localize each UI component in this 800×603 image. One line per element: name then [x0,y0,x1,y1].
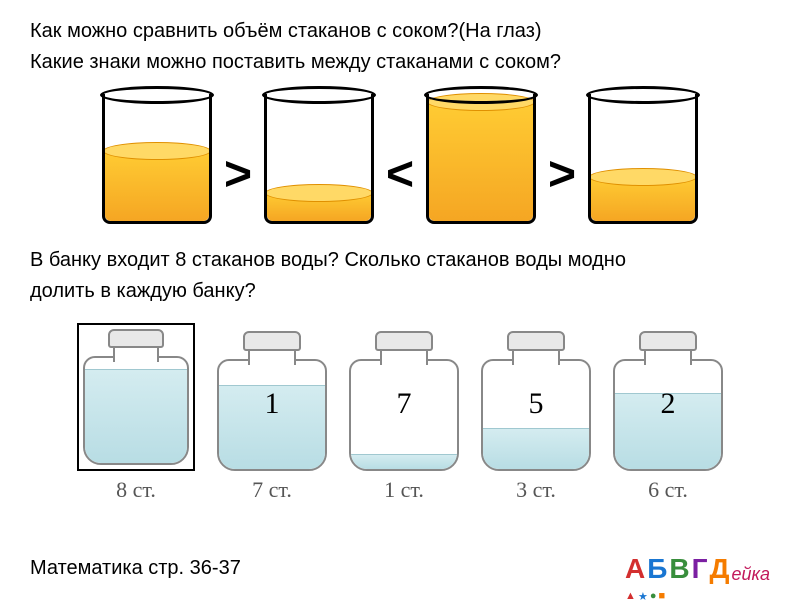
jar-label-4: 3 ст. [481,477,591,503]
question-3-line1: В банку входит 8 стаканов воды? Сколько … [30,249,770,272]
jar-wrapper-1: 8 ст. [77,323,195,503]
question-3-line2: долить в каждую банку? [30,280,770,303]
question-1: Как можно сравнить объём стаканов с соко… [30,20,770,43]
logo-suffix: ейка [731,564,770,585]
jar-overlay-3: 7 [349,387,459,421]
jar-1 [77,323,195,471]
compare-sign-2: < [380,147,420,202]
jar-wrapper-5: 2 6 ст. [613,331,723,503]
jar-overlay-5: 2 [613,387,723,421]
jar-3: 7 [349,331,459,471]
jar-label-5: 6 ст. [613,477,723,503]
logo-letter-a: А [625,553,645,585]
jar-overlay-2: 1 [217,387,327,421]
jar-label-2: 7 ст. [217,477,327,503]
jar-wrapper-3: 7 1 ст. [349,331,459,503]
glass-4 [588,94,698,224]
jar-2: 1 [217,331,327,471]
question-2: Какие знаки можно поставить между стакан… [30,51,770,74]
jar-label-3: 1 ст. [349,477,459,503]
jar-wrapper-2: 1 7 ст. [217,331,327,503]
jar-5: 2 [613,331,723,471]
logo-icons: ▲★●■ [625,590,665,603]
compare-sign-3: > [542,147,582,202]
logo-letter-b: Б [647,553,667,585]
compare-sign-1: > [218,147,258,202]
jars-row: 8 ст. 1 7 ст. 7 1 ст. [30,323,770,503]
jar-overlay-4: 5 [481,387,591,421]
jar-wrapper-4: 5 3 ст. [481,331,591,503]
logo-letter-v: В [669,553,689,585]
glass-3 [426,94,536,224]
logo-letter-g: Г [692,553,708,585]
jar-label-1: 8 ст. [77,477,195,503]
footer-reference: Математика стр. 36-37 [30,557,241,580]
logo: А Б В Г Д ейка ▲★●■ [625,553,770,585]
glasses-row: > < > [30,94,770,224]
jar-4: 5 [481,331,591,471]
glass-1 [102,94,212,224]
glass-2 [264,94,374,224]
logo-letter-d: Д [710,553,730,585]
